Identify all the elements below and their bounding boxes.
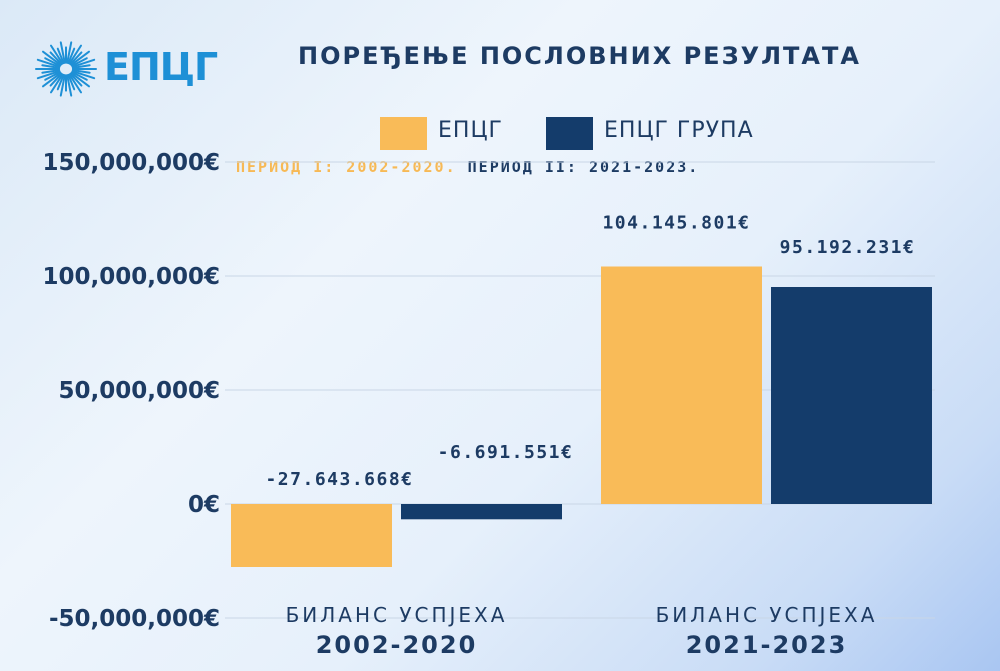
category-label-line2: 2002-2020: [316, 631, 478, 659]
y-tick-label: 0€: [188, 492, 220, 518]
data-label: 104.145.801€: [602, 213, 750, 234]
data-label: -6.691.551€: [438, 442, 574, 463]
legend-label-epcg: ЕПЦГ: [438, 118, 503, 143]
y-tick-label: 150,000,000€: [42, 150, 220, 176]
y-tick-label: 100,000,000€: [42, 264, 220, 290]
y-tick-label: 50,000,000€: [58, 378, 220, 404]
logo-text: ЕПЦГ: [104, 45, 218, 89]
epcg-logo-icon: [35, 41, 97, 97]
bar-epcg-0: [231, 504, 392, 567]
legend-swatch-epcg-group: [546, 117, 593, 150]
legend-label-epcg-group: ЕПЦГ ГРУПА: [604, 118, 754, 143]
category-label-line2: 2021-2023: [686, 631, 848, 659]
bar-epcg-1: [601, 266, 762, 504]
chart-title: ПОРЕЂЕЊЕ ПОСЛОВНИХ РЕЗУЛТАТА: [298, 42, 861, 70]
bar-epcg-group-0: [401, 504, 562, 520]
category-label-line1: БИЛАНС УСПЈЕХА: [286, 603, 508, 627]
bar-epcg-group-1: [771, 287, 932, 504]
legend-swatch-epcg: [380, 117, 427, 150]
category-label-line1: БИЛАНС УСПЈЕХА: [656, 603, 878, 627]
data-label: 95.192.231€: [780, 237, 916, 258]
data-label: -27.643.668€: [265, 469, 413, 490]
y-tick-label: -50,000,000€: [49, 606, 220, 632]
